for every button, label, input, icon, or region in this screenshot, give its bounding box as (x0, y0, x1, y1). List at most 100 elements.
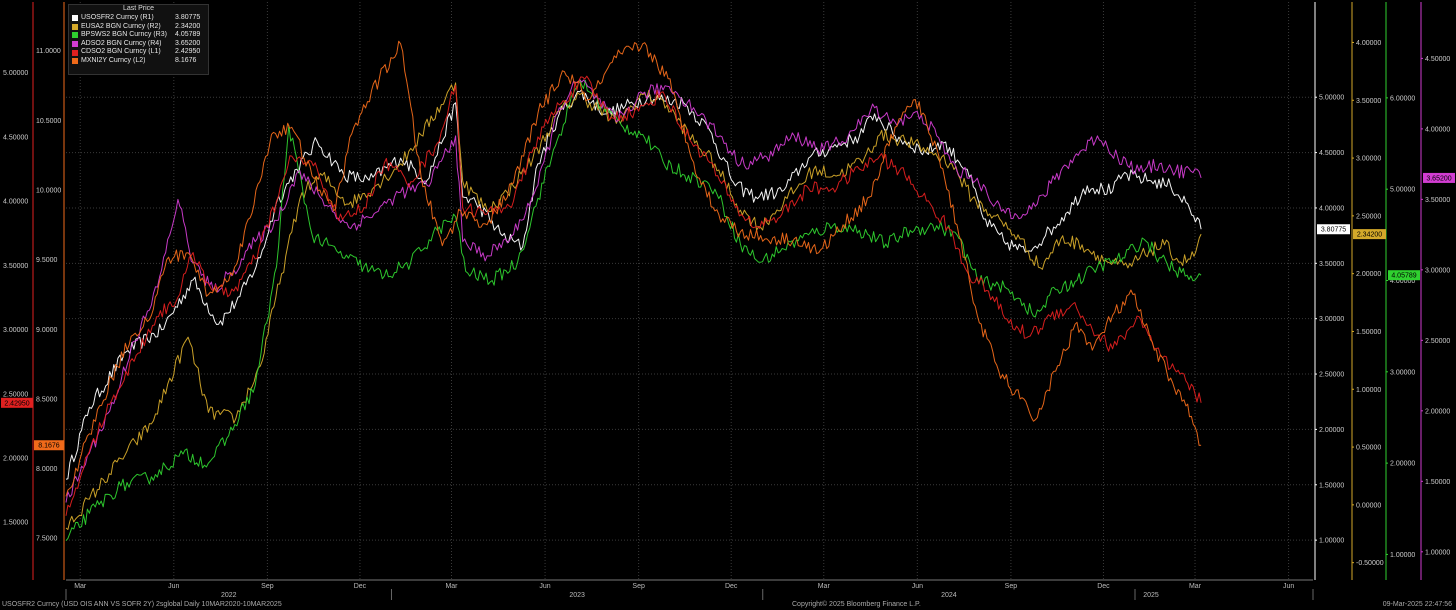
y-tick-label: 2.00000 (1425, 408, 1450, 415)
legend-swatch-0 (72, 15, 78, 22)
y-tick-label: 1.00000 (1425, 549, 1450, 556)
y-tick-label: 6.00000 (1390, 95, 1415, 102)
y-tick-label: 8.0000 (36, 466, 58, 473)
last-label-R2-bg (1353, 229, 1386, 240)
last-label-R1: 3.80775 (1321, 227, 1346, 234)
series-line-R4 (65, 79, 1202, 503)
x-tick-label: Sep (1005, 583, 1018, 590)
y-tick-label: 4.00000 (1319, 205, 1344, 212)
y-tick-label: 8.5000 (36, 396, 58, 403)
x-axis: Mar Jun Sep Dec Mar Jun Sep Dec Mar Jun Sep Dec Mar J… (65, 583, 1314, 600)
y-tick-label: 0.50000 (1356, 445, 1381, 452)
y-tick-label: 3.00000 (3, 327, 28, 334)
last-label-R4-bg (1423, 172, 1455, 183)
last-value-labels: 2.42950 8.1676 3.80775 2.34200 4.05789 3.6520… (1, 172, 1455, 451)
series-line-L1 (65, 75, 1202, 516)
legend-series-name: MXNI2Y Curncy (L2) (81, 56, 146, 64)
last-label-R1-bg (1317, 224, 1350, 235)
y-tick-label: 1.50000 (1319, 482, 1344, 489)
x-tick-label: Dec (725, 583, 738, 590)
last-label-R2: 2.34200 (1357, 232, 1382, 239)
legend: Last Price USOSFR2 Curncy (R1) 3.80775 E… (68, 4, 209, 75)
legend-swatch-4 (72, 49, 78, 56)
y-tick-label: 4.00000 (3, 199, 28, 206)
y-tick-label: 1.50000 (3, 520, 28, 527)
legend-header: Last Price (122, 5, 155, 12)
legend-series-name: USOSFR2 Curncy (R1) (81, 14, 154, 21)
y-tick-label: 4.50000 (1425, 56, 1450, 63)
legend-swatch-1 (72, 23, 78, 30)
y-tick-label: 2.00000 (1319, 427, 1344, 434)
y-tick-label: 3.00000 (1356, 156, 1381, 163)
y-tick-label: 1.00000 (1390, 552, 1415, 559)
x-tick-label: Mar (818, 583, 831, 590)
last-label-L2-bg (34, 440, 64, 451)
y-tick-label: 2.50000 (3, 391, 28, 398)
last-label-L1: 2.42950 (4, 400, 29, 407)
y-tick-label: 5.00000 (1390, 187, 1415, 194)
y-tick-label: 5.00000 (1319, 95, 1344, 102)
series-line-R2 (65, 82, 1202, 530)
y-tick-label: 9.5000 (36, 257, 58, 264)
y-tick-label: 2.00000 (1356, 271, 1381, 278)
legend-entry: EUSA2 BGN Curncy (R2) 2.34200 (69, 23, 208, 32)
right-axes: 1.00000 1.50000 2.00000 2.50000 3.00000 3.500… (1314, 2, 1450, 580)
y-tick-label: 4.00000 (1356, 40, 1381, 47)
y-tick-label: 3.50000 (1356, 98, 1381, 105)
y-tick-label: 9.0000 (36, 327, 58, 334)
x-year-label: 2024 (941, 592, 957, 599)
series-line-R1 (65, 89, 1202, 480)
legend-series-value: 4.05789 (175, 31, 201, 39)
x-tick-label: Sep (632, 583, 645, 590)
legend-series-value: 8.1676 (175, 56, 197, 64)
x-tick-label: Dec (354, 583, 367, 590)
footer-timestamp: 09-Mar-2025 22:47:56 (1382, 601, 1452, 608)
y-tick-label: 3.00000 (1319, 316, 1344, 323)
y-tick-label: 4.00000 (1425, 126, 1450, 133)
legend-entry: CDSO2 BGN Curncy (L1) 2.42950 (69, 48, 208, 57)
y-tick-label: 3.50000 (1425, 197, 1450, 204)
legend-entry: ADSO2 BGN Curncy (R4) 3.65200 (69, 40, 208, 49)
last-label-R3: 4.05789 (1391, 273, 1416, 280)
y-tick-label: 0.00000 (1356, 502, 1381, 509)
y-tick-label: 1.00000 (1319, 538, 1344, 545)
x-year-label: 2022 (221, 592, 237, 599)
legend-series-value: 2.34200 (175, 22, 201, 30)
y-tick-label: 1.00000 (1356, 387, 1381, 394)
y-tick-label: 3.00000 (1390, 369, 1415, 376)
y-tick-label: 4.50000 (1319, 150, 1344, 157)
x-tick-label: Jun (1283, 583, 1294, 590)
gridlines (66, 2, 1313, 580)
x-tick-label: Mar (445, 583, 458, 590)
y-tick-label: -0.50000 (1356, 560, 1384, 567)
y-tick-label: 2.50000 (1425, 338, 1450, 345)
x-tick-label: Mar (1189, 583, 1202, 590)
footer-security-description: USOSFR2 Curncy (USD OIS ANN VS SOFR 2Y) … (2, 601, 282, 608)
legend-entry: MXNI2Y Curncy (L2) 8.1676 (69, 57, 208, 66)
y-tick-label: 5.00000 (3, 70, 28, 77)
legend-swatch-5 (72, 58, 78, 65)
last-label-L1-bg (1, 397, 33, 408)
series-line-R3 (65, 79, 1202, 542)
y-tick-label: 3.00000 (1425, 267, 1450, 274)
y-tick-label: 7.5000 (36, 536, 58, 543)
x-year-label: 2025 (1143, 592, 1159, 599)
legend-series-name: BPSWS2 BGN Curncy (R3) (81, 31, 167, 39)
legend-swatch-2 (72, 32, 78, 39)
footer: USOSFR2 Curncy (USD OIS ANN VS SOFR 2Y) … (0, 598, 1456, 610)
legend-entry: BPSWS2 BGN Curncy (R3) 4.05789 (69, 31, 208, 40)
y-tick-label: 10.0000 (36, 188, 61, 195)
series-line-L2 (65, 40, 1202, 497)
legend-series-value: 3.65200 (175, 39, 201, 47)
y-tick-label: 3.50000 (3, 263, 28, 270)
y-tick-label: 4.50000 (3, 134, 28, 141)
legend-series-name: ADSO2 BGN Curncy (R4) (81, 39, 162, 47)
legend-series-value: 3.80775 (175, 14, 201, 21)
last-label-L2: 8.1676 (38, 443, 60, 450)
y-tick-label: 2.50000 (1356, 213, 1381, 220)
last-label-R4: 3.65200 (1426, 175, 1451, 182)
legend-series-name: CDSO2 BGN Curncy (L1) (81, 48, 161, 56)
x-tick-label: Sep (261, 583, 274, 590)
last-label-R3-bg (1388, 270, 1420, 281)
y-tick-label: 2.00000 (1390, 461, 1415, 468)
